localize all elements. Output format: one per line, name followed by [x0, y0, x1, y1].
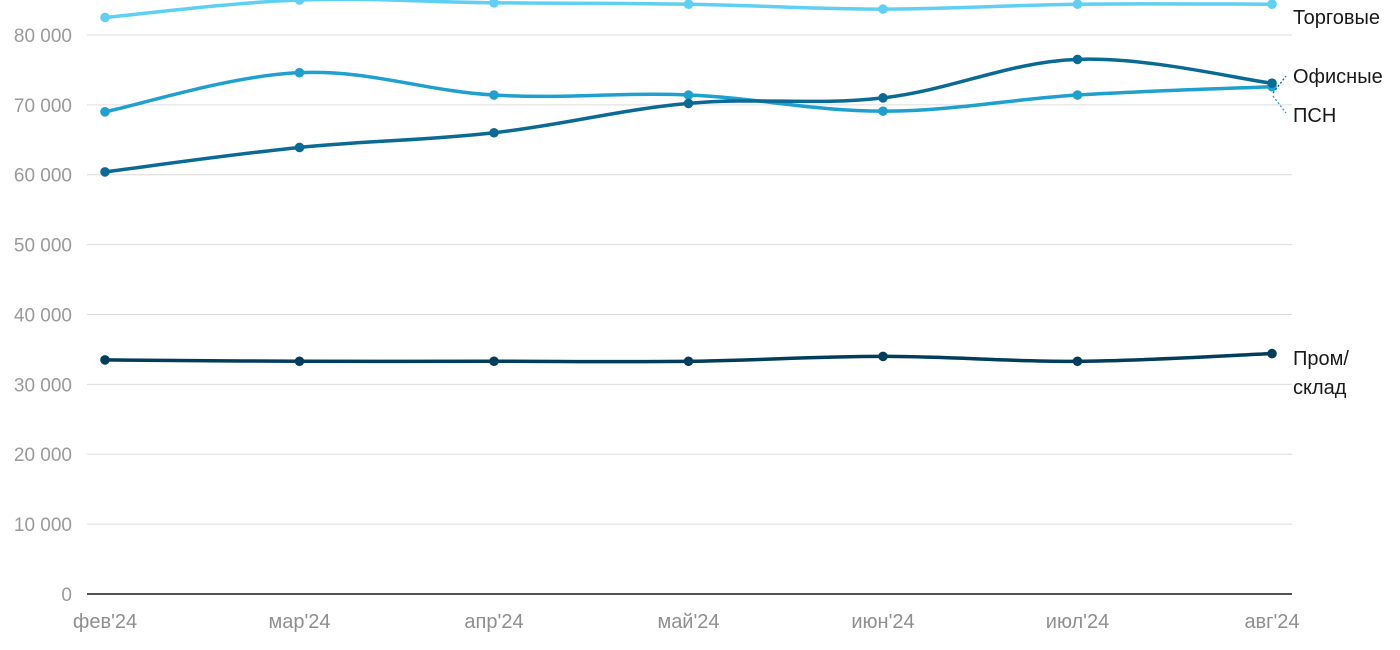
- series-label: склад: [1293, 377, 1347, 399]
- data-point: [1072, 90, 1083, 100]
- label-leader-line: [1272, 95, 1287, 114]
- data-point: [100, 167, 110, 177]
- data-point: [1267, 78, 1277, 88]
- x-tick-label: июн'24: [851, 611, 914, 633]
- series-label: Офисные: [1293, 66, 1383, 88]
- data-point: [294, 142, 305, 153]
- data-point: [489, 356, 499, 367]
- data-point: [489, 0, 499, 8]
- data-point: [294, 356, 305, 367]
- data-point: [489, 90, 499, 100]
- data-point: [878, 93, 888, 103]
- data-point: [1072, 54, 1083, 65]
- x-tick-label: май'24: [657, 611, 719, 633]
- series-label: ПСН: [1293, 105, 1336, 127]
- data-point: [1072, 0, 1083, 9]
- x-tick-label: июл'24: [1046, 611, 1109, 633]
- series-labels: Торговые ПСН Офисные Пром/склад: [1272, 7, 1383, 399]
- series-lines: [103, 0, 1274, 364]
- data-point: [683, 98, 694, 109]
- data-point: [878, 106, 888, 116]
- y-tick-label: 20 000: [14, 445, 72, 466]
- data-point: [1072, 356, 1083, 367]
- data-point: [100, 12, 110, 23]
- data-point: [100, 107, 110, 117]
- x-tick-label: апр'24: [464, 611, 523, 633]
- x-tick-label: мар'24: [268, 611, 330, 633]
- series-line: [103, 57, 1274, 174]
- series-label: Торговые: [1293, 7, 1380, 29]
- data-point: [489, 127, 499, 138]
- y-tick-label: 60 000: [14, 166, 72, 187]
- y-tick-label: 0: [61, 585, 72, 606]
- data-point: [878, 351, 888, 362]
- data-point: [1267, 0, 1277, 9]
- y-tick-label: 50 000: [14, 236, 72, 257]
- label-leader-line: [1272, 75, 1287, 94]
- series-points: [100, 0, 1277, 367]
- data-point: [683, 0, 694, 9]
- data-point: [294, 0, 305, 5]
- x-axis-ticks: фев'24 мар'24 апр'24 май'24 июн'24 июл'24 авг'…: [73, 611, 1300, 633]
- y-tick-label: 70 000: [14, 96, 72, 117]
- data-point: [683, 90, 694, 100]
- data-point: [683, 356, 694, 367]
- data-point: [1267, 348, 1277, 359]
- series-label: Пром/: [1293, 348, 1349, 370]
- data-point: [294, 67, 305, 78]
- y-tick-label: 30 000: [14, 375, 72, 396]
- y-tick-label: 40 000: [14, 305, 72, 326]
- x-tick-label: авг'24: [1244, 611, 1299, 633]
- data-point: [100, 355, 110, 365]
- x-tick-label: фев'24: [73, 611, 137, 633]
- data-point: [878, 4, 888, 14]
- y-tick-label: 10 000: [14, 515, 72, 536]
- grid: [87, 34, 1292, 595]
- y-tick-label: 80 000: [14, 26, 72, 47]
- y-axis-ticks: 0 10 000 20 000 30 000 40 000 50 000 60 000 70 …: [14, 26, 72, 606]
